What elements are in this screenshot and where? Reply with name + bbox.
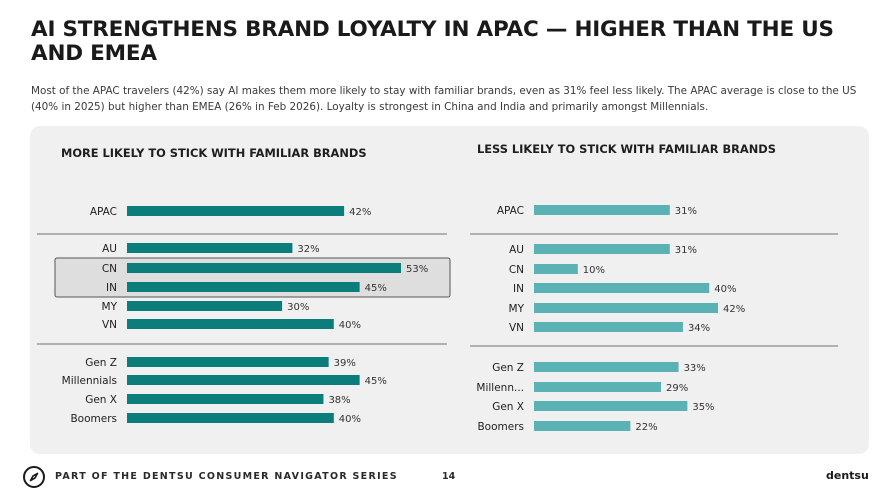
bar-gen-x [534, 401, 688, 411]
page-title: AI STRENGTHENS BRAND LOYALTY IN APAC — H… [31, 17, 834, 66]
category-label: Millennials [62, 375, 117, 387]
category-label: Boomers [70, 413, 117, 425]
bar-my [534, 303, 718, 313]
bar-gen-z [127, 357, 329, 367]
category-label: CN [509, 264, 524, 276]
bar-vn [127, 319, 334, 329]
category-label: MY [509, 303, 525, 315]
bar-gen-z [534, 362, 679, 372]
value-label: 40% [339, 414, 361, 425]
chart-title: LESS LIKELY TO STICK WITH FAMILIAR BRAND… [477, 142, 776, 156]
bar-in [534, 283, 710, 293]
page-number: 14 [442, 471, 456, 482]
bar-gen-x [127, 394, 324, 404]
bar-millenn [534, 382, 662, 392]
category-label: IN [513, 283, 524, 295]
footer-series-label: PART OF THE DENTSU CONSUMER NAVIGATOR SE… [55, 471, 398, 482]
value-label: 10% [583, 265, 605, 276]
category-label: Gen X [492, 401, 524, 413]
category-label: VN [102, 319, 117, 331]
brand-logo: dentsu [826, 469, 869, 482]
value-label: 29% [666, 383, 688, 394]
category-label: Millenn... [476, 382, 524, 394]
category-label: MY [102, 301, 118, 313]
category-label: VN [509, 322, 524, 334]
bar-au [127, 243, 293, 253]
value-label: 31% [675, 245, 697, 256]
value-label: 38% [328, 395, 350, 406]
category-label: AU [509, 244, 524, 256]
page-subtitle: Most of the APAC travelers (42%) say AI … [31, 85, 857, 113]
bar-apac [534, 205, 670, 215]
value-label: 31% [675, 206, 697, 217]
value-label: 22% [635, 422, 657, 433]
chart-title: MORE LIKELY TO STICK WITH FAMILIAR BRAND… [61, 146, 367, 160]
bar-millennials [127, 375, 360, 385]
bar-apac [127, 206, 345, 216]
value-label: 45% [365, 283, 387, 294]
value-label: 32% [297, 244, 319, 255]
value-label: 40% [339, 320, 361, 331]
category-label: CN [102, 263, 117, 275]
value-label: 40% [714, 284, 736, 295]
category-label: APAC [90, 206, 117, 218]
value-label: 42% [723, 304, 745, 315]
value-label: 33% [684, 363, 706, 374]
value-label: 35% [692, 402, 714, 413]
bar-in [127, 282, 360, 292]
bar-vn [534, 322, 683, 332]
category-label: Gen X [85, 394, 117, 406]
bar-my [127, 301, 283, 311]
category-label: APAC [497, 205, 524, 217]
bar-cn [534, 264, 578, 274]
compass-icon [23, 466, 45, 488]
category-label: Gen Z [85, 357, 117, 369]
category-label: Boomers [477, 421, 524, 433]
category-label: IN [106, 282, 117, 294]
value-label: 34% [688, 323, 710, 334]
value-label: 53% [406, 264, 428, 275]
value-label: 30% [287, 302, 309, 313]
category-label: AU [102, 243, 117, 255]
bar-boomers [127, 413, 334, 423]
bar-cn [127, 263, 401, 273]
value-label: 39% [334, 358, 356, 369]
bar-boomers [534, 421, 631, 431]
value-label: 45% [365, 376, 387, 387]
bar-au [534, 244, 670, 254]
category-label: Gen Z [492, 362, 524, 374]
value-label: 42% [349, 207, 371, 218]
